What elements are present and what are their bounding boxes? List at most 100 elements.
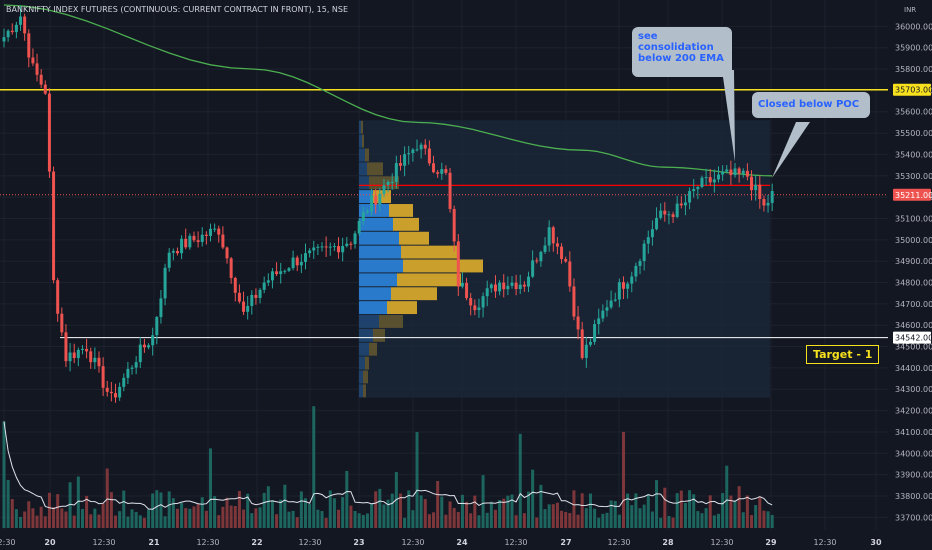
volume-bar [217, 515, 221, 528]
profile-down-bar [387, 301, 417, 315]
price-tick-label: 35800.00 [895, 65, 932, 74]
candle-body [415, 149, 419, 151]
volume-bar [638, 508, 642, 528]
volume-bar [341, 497, 345, 528]
candle-body [204, 234, 208, 236]
volume-bar [320, 511, 324, 528]
candle [353, 230, 357, 249]
volume-bar [291, 510, 295, 528]
volume-bar [209, 448, 212, 528]
candle [130, 365, 134, 375]
candle [477, 298, 481, 318]
volume-bar [659, 517, 663, 528]
candle [89, 347, 93, 369]
target-label[interactable]: Target - 1 [806, 345, 880, 364]
volume-bar [737, 486, 741, 528]
candle-body [465, 282, 469, 299]
candle [349, 241, 353, 250]
volume-bar [543, 509, 547, 528]
candle-body [93, 357, 97, 363]
candle [712, 169, 716, 193]
candle [555, 237, 559, 255]
candle-body [663, 210, 667, 215]
candle-body [721, 171, 725, 175]
candle [76, 347, 80, 367]
profile-up-bar [359, 120, 361, 134]
candle-body [118, 386, 122, 398]
volume-bar [473, 495, 477, 528]
candle [741, 168, 745, 178]
volume-bar [19, 517, 23, 528]
volume-bar [750, 515, 754, 528]
volume-bar [180, 503, 184, 528]
consolidation-pointer [722, 70, 735, 162]
candle [745, 163, 749, 181]
consolidation-note[interactable]: see consolidation below 200 EMA [632, 27, 732, 77]
candle [14, 21, 18, 39]
candle [423, 139, 427, 155]
volume-bar [324, 517, 328, 528]
candle [180, 235, 184, 260]
candle [514, 274, 518, 296]
price-label-box [893, 83, 931, 96]
candle [357, 218, 361, 236]
candle [622, 276, 625, 299]
candle [448, 167, 452, 213]
time-tick-label: 27 [560, 538, 571, 547]
candle [39, 69, 43, 89]
candle [80, 345, 84, 355]
volume-bar [696, 511, 700, 528]
candle-body [184, 238, 188, 248]
candle-body [626, 283, 630, 289]
profile-down-bar [393, 217, 419, 231]
candle-body [444, 169, 448, 173]
candle [725, 165, 729, 174]
candle [642, 240, 646, 271]
candle-body [423, 144, 427, 149]
candle [708, 168, 712, 186]
volume-bar [700, 513, 704, 528]
price-tick-label: 35500.00 [895, 129, 932, 138]
candle-body [555, 243, 559, 247]
candle-body [43, 84, 47, 94]
candle-body [229, 258, 233, 278]
candle [229, 257, 233, 284]
volume-bar [76, 476, 80, 528]
price-tick-label: 35100.00 [895, 214, 932, 223]
candle [316, 244, 320, 256]
volume-bar [258, 507, 262, 528]
volume-bar [745, 495, 749, 528]
volume-bar [419, 495, 423, 528]
candle-body [688, 191, 692, 203]
candle-body [47, 93, 51, 172]
time-tick-label: 12:30 [92, 538, 115, 547]
volume-bar [403, 517, 407, 528]
candle-body [419, 144, 423, 150]
candle-body [130, 367, 134, 369]
volume-bar [175, 508, 179, 528]
price-tick-label: 33700.00 [895, 513, 932, 522]
candle [262, 276, 266, 294]
volume-bar [531, 469, 535, 528]
candle-body [275, 271, 279, 275]
poc-note[interactable]: Closed below POC [752, 92, 870, 118]
candle-body [353, 233, 357, 245]
candle-body [31, 57, 35, 64]
volume-bar [246, 493, 250, 528]
profile-down-bar [373, 190, 391, 204]
candle [518, 274, 522, 294]
volume-bar [188, 508, 192, 528]
time-tick-label: 29 [765, 538, 777, 547]
callout-pointers [722, 70, 810, 178]
candle-body [167, 252, 171, 268]
candle-body [72, 352, 76, 359]
volume-bar [576, 514, 580, 528]
profile-up-bar [359, 328, 373, 342]
candle-body [489, 284, 493, 289]
candle-body [750, 176, 754, 191]
candle [539, 250, 543, 267]
volume-bar [622, 431, 625, 528]
candle [564, 256, 568, 263]
candle [535, 257, 539, 264]
